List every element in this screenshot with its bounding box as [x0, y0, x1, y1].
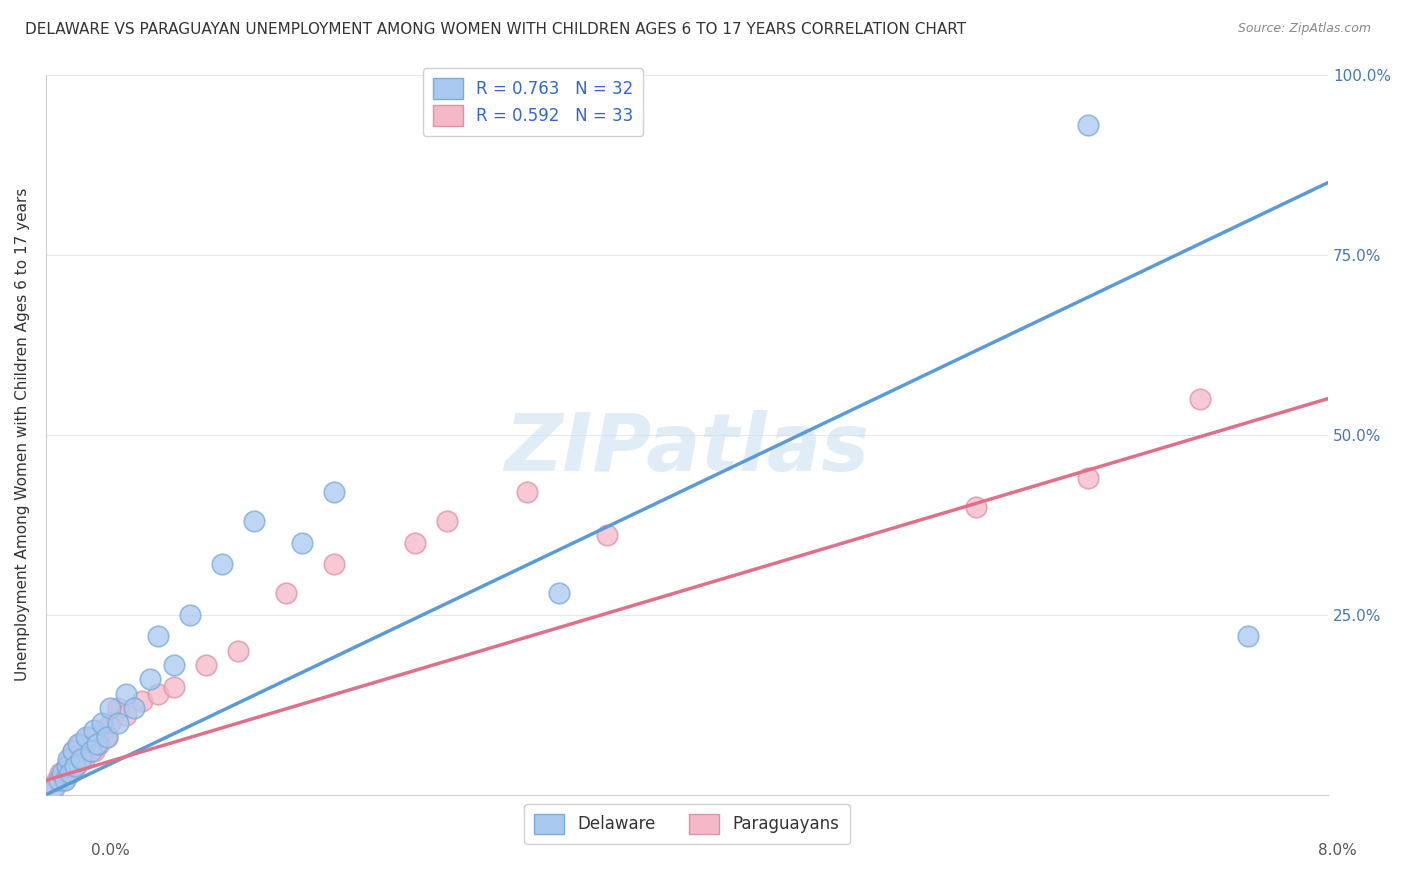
Point	[96, 730, 118, 744]
Point	[58, 752, 80, 766]
Point	[52, 773, 75, 788]
Y-axis label: Unemployment Among Women with Children Ages 6 to 17 years: Unemployment Among Women with Children A…	[15, 188, 30, 681]
Point	[98, 701, 121, 715]
Point	[77, 730, 100, 744]
Point	[146, 687, 169, 701]
Point	[63, 759, 86, 773]
Point	[83, 723, 105, 737]
Point	[226, 643, 249, 657]
Point	[122, 701, 145, 715]
Point	[83, 744, 105, 758]
Point	[547, 586, 569, 600]
Point	[46, 773, 69, 788]
Point	[1237, 629, 1260, 643]
Point	[436, 514, 458, 528]
Point	[42, 780, 65, 795]
Point	[291, 535, 314, 549]
Point	[62, 744, 84, 758]
Point	[49, 766, 72, 780]
Point	[596, 528, 619, 542]
Point	[58, 766, 80, 780]
Point	[75, 730, 97, 744]
Point	[70, 752, 93, 766]
Point	[146, 629, 169, 643]
Point	[1077, 471, 1099, 485]
Point	[69, 737, 91, 751]
Point	[86, 737, 108, 751]
Point	[965, 500, 987, 514]
Point	[107, 701, 129, 715]
Point	[65, 759, 87, 773]
Point	[87, 737, 110, 751]
Text: 8.0%: 8.0%	[1317, 843, 1357, 858]
Point	[163, 658, 186, 673]
Text: 0.0%: 0.0%	[91, 843, 131, 858]
Point	[59, 766, 82, 780]
Point	[93, 723, 115, 737]
Point	[51, 766, 73, 780]
Point	[96, 730, 118, 744]
Point	[195, 658, 218, 673]
Point	[73, 752, 96, 766]
Point	[516, 485, 538, 500]
Point	[163, 680, 186, 694]
Point	[323, 558, 346, 572]
Point	[41, 780, 63, 795]
Point	[53, 773, 76, 788]
Point	[80, 744, 103, 758]
Point	[323, 485, 346, 500]
Point	[276, 586, 298, 600]
Point	[98, 715, 121, 730]
Text: ZIPatlas: ZIPatlas	[505, 410, 869, 488]
Point	[131, 694, 153, 708]
Legend: Delaware, Paraguayans: Delaware, Paraguayans	[524, 804, 849, 844]
Point	[211, 558, 233, 572]
Text: Source: ZipAtlas.com: Source: ZipAtlas.com	[1237, 22, 1371, 36]
Point	[107, 715, 129, 730]
Point	[59, 752, 82, 766]
Point	[56, 759, 79, 773]
Point	[179, 607, 201, 622]
Point	[48, 773, 70, 788]
Point	[1077, 118, 1099, 132]
Point	[1188, 392, 1211, 406]
Point	[115, 708, 138, 723]
Point	[91, 715, 114, 730]
Point	[404, 535, 426, 549]
Point	[243, 514, 266, 528]
Point	[66, 737, 89, 751]
Point	[139, 673, 162, 687]
Text: DELAWARE VS PARAGUAYAN UNEMPLOYMENT AMONG WOMEN WITH CHILDREN AGES 6 TO 17 YEARS: DELAWARE VS PARAGUAYAN UNEMPLOYMENT AMON…	[25, 22, 966, 37]
Point	[56, 759, 79, 773]
Point	[62, 744, 84, 758]
Point	[115, 687, 138, 701]
